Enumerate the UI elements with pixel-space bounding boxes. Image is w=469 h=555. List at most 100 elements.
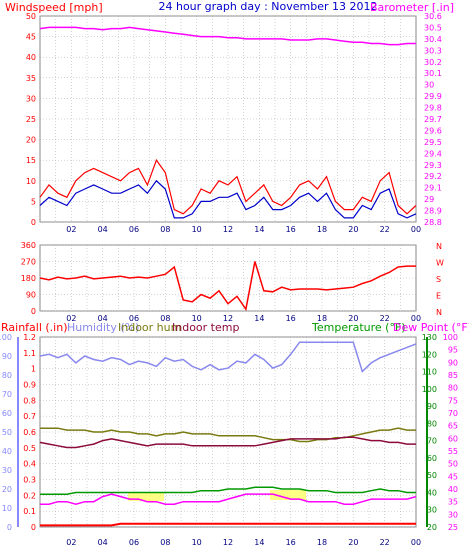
rainfall-tick: 0.3 <box>23 476 36 485</box>
x-tick-label: 02 <box>66 538 76 547</box>
barometer-tick: 28.9 <box>424 207 442 216</box>
temperature-tick: 30 <box>427 506 437 515</box>
dewpoint-tick: 100 <box>443 333 458 342</box>
indoor-temp-line <box>39 436 416 449</box>
windspeed-tick: 15 <box>26 156 36 165</box>
x-tick-label: 04 <box>98 538 108 547</box>
x-tick-label: 18 <box>317 314 327 323</box>
dewpoint-line <box>40 493 417 505</box>
compass-tick: W <box>436 259 444 268</box>
humidity-line <box>39 341 417 373</box>
rainfall-tick: 0.7 <box>23 412 36 421</box>
rainfall-tick: 0.4 <box>23 460 36 469</box>
barometer-tick: 29.9 <box>424 92 442 101</box>
windspeed-tick: 20 <box>26 136 36 145</box>
indoor-hum-legend-label: Indoor hum <box>118 321 181 334</box>
x-tick-label: 18 <box>317 225 327 234</box>
dewpoint-tick: 40 <box>448 485 458 494</box>
x-tick-label: 04 <box>98 225 108 234</box>
x-tick-label: 02 <box>66 225 76 234</box>
humidity-tick: 30 <box>2 466 12 475</box>
barometer-tick: 29 <box>424 195 434 204</box>
x-tick-label: 10 <box>192 225 202 234</box>
direction-tick: 180 <box>21 274 36 283</box>
x-tick-label: 12 <box>223 538 233 547</box>
rainfall-tick: 1.1 <box>23 349 36 358</box>
x-tick-label: 08 <box>160 225 170 234</box>
dewpoint-tick: 45 <box>448 472 458 481</box>
barometer-tick: 29.6 <box>424 126 442 135</box>
dewpoint-tick: 90 <box>448 358 458 367</box>
rainfall-tick: 0 <box>31 523 36 532</box>
dewpoint-tick: 65 <box>448 422 458 431</box>
barometer-tick: 29.7 <box>424 115 442 124</box>
x-tick-label: 06 <box>129 314 139 323</box>
rainfall-tick: 1.2 <box>23 333 36 342</box>
dewpoint-tick: 30 <box>448 510 458 519</box>
windspeed-tick: 50 <box>26 12 36 21</box>
x-tick-label: 06 <box>129 225 139 234</box>
x-tick-label: 00 <box>411 314 421 323</box>
rainfall-tick: 1 <box>31 365 36 374</box>
chart-title: 24 hour graph day : November 13 2012 <box>158 0 377 13</box>
x-tick-label: 14 <box>254 314 264 323</box>
x-tick-label: 22 <box>380 225 390 234</box>
x-tick-label: 08 <box>160 538 170 547</box>
temperature-tick: 80 <box>427 419 437 428</box>
x-tick-label: 16 <box>286 225 296 234</box>
barometer-tick: 28.8 <box>424 218 442 227</box>
rainfall-tick: 0.1 <box>23 507 36 516</box>
barometer-tick: 29.8 <box>424 104 442 113</box>
temperature-tick: 90 <box>427 402 437 411</box>
x-tick-label: 22 <box>380 314 390 323</box>
x-tick-label: 00 <box>411 225 421 234</box>
chart-marks <box>17 26 428 527</box>
indoor-temp-legend-label: Indoor temp <box>172 321 239 334</box>
x-tick-label: 20 <box>348 538 358 547</box>
rainfall-tick: 0.5 <box>23 444 36 453</box>
solar-area <box>270 490 306 500</box>
barometer-tick: 29.1 <box>424 184 442 193</box>
barometer-tick: 30.6 <box>424 12 442 21</box>
barometer-tick: 29.5 <box>424 138 442 147</box>
compass-tick: N <box>436 308 442 317</box>
x-tick-label: 10 <box>192 538 202 547</box>
solar-area <box>128 493 164 501</box>
compass-tick: E <box>436 292 441 301</box>
dewpoint-tick: 70 <box>448 409 458 418</box>
x-tick-label: 20 <box>348 314 358 323</box>
windspeed-axis-label: Windspeed [mph] <box>5 1 103 14</box>
rainfall-line <box>40 522 416 527</box>
windspeed-tick: 5 <box>31 197 36 206</box>
dewpoint-tick: 95 <box>448 346 458 355</box>
humidity-tick: 40 <box>2 447 12 456</box>
direction-tick: 360 <box>21 241 36 250</box>
humidity-tick: 70 <box>2 390 12 399</box>
rainfall-axis-label: Rainfall (.in) <box>1 321 68 334</box>
x-tick-label: 02 <box>66 314 76 323</box>
x-tick-label: 06 <box>129 538 139 547</box>
windspeed-tick: 40 <box>26 53 36 62</box>
dewpoint-tick: 35 <box>448 498 458 507</box>
temperature-axis-label: Temperature (°F) <box>311 321 406 334</box>
dewpoint-tick: 60 <box>448 434 458 443</box>
indoor-humidity-line <box>40 427 416 443</box>
temperature-tick: 40 <box>427 488 437 497</box>
humidity-tick: 60 <box>2 409 12 418</box>
compass-tick: S <box>436 275 441 284</box>
barometer-tick: 29.4 <box>424 149 442 158</box>
wind-speed-line <box>39 179 417 219</box>
temperature-tick: 20 <box>427 523 437 532</box>
rainfall-tick: 0.2 <box>23 491 36 500</box>
windspeed-tick: 35 <box>26 74 36 83</box>
barometer-axis-label: Barometer [.in] <box>370 1 454 14</box>
x-tick-label: 20 <box>348 225 358 234</box>
x-tick-label: 04 <box>98 314 108 323</box>
barometer-line <box>39 26 416 46</box>
wind-direction-line <box>39 261 416 312</box>
x-tick-label: 16 <box>286 314 296 323</box>
temperature-line <box>40 486 416 495</box>
rainfall-tick: 0.8 <box>23 396 36 405</box>
